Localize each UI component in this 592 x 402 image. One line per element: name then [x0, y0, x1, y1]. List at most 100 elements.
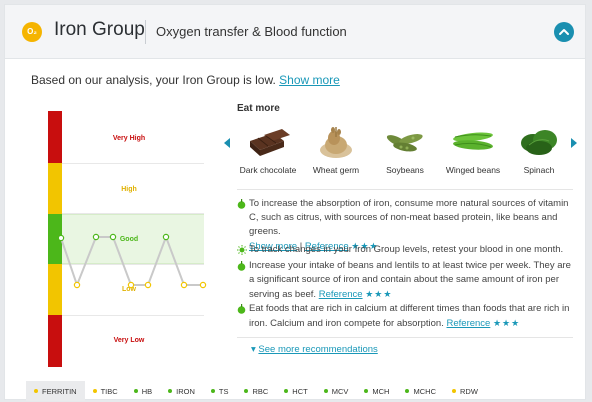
history-point[interactable]: [109, 233, 117, 241]
food-spinach[interactable]: Spinach: [504, 123, 574, 175]
good-range-band: [62, 214, 204, 264]
recommendation-item: Eat foods that are rich in calcium at di…: [237, 302, 573, 331]
card-header: O₂ Iron Group Oxygen transfer & Blood fu…: [5, 5, 585, 59]
apple-icon: [237, 199, 246, 209]
recommendation-item: To increase the absorption of iron, cons…: [237, 197, 573, 254]
recommendation-text: Eat foods that are rich in calcium at di…: [249, 303, 570, 329]
tab-label: TIBC: [100, 386, 118, 396]
sun-icon: [237, 245, 247, 255]
food-dark-chocolate[interactable]: Dark chocolate: [233, 123, 303, 175]
status-dot: [405, 389, 410, 393]
carousel-next-icon[interactable]: [570, 137, 578, 149]
status-dot: [210, 389, 215, 393]
tab-hb[interactable]: HB: [126, 381, 160, 401]
iron-group-card: O₂ Iron Group Oxygen transfer & Blood fu…: [4, 4, 586, 401]
tab-ferritin[interactable]: FERRITIN: [26, 381, 85, 401]
status-dot: [92, 389, 97, 393]
reference-link[interactable]: Reference: [304, 241, 349, 252]
reference-link[interactable]: Reference: [318, 289, 363, 300]
tab-tibc[interactable]: TIBC: [85, 381, 126, 401]
tab-hct[interactable]: HCT: [276, 381, 315, 401]
tab-label: RDW: [459, 386, 478, 396]
tab-ts[interactable]: TS: [203, 381, 237, 401]
food-soybeans[interactable]: Soybeans: [370, 123, 440, 175]
status-dot: [244, 389, 249, 393]
section-divider: [237, 337, 573, 338]
zone-very-high-bar: [48, 111, 62, 163]
carousel-prev-icon[interactable]: [223, 137, 231, 149]
zone-label-good: Good: [119, 236, 139, 243]
zone-label-low: Low: [122, 286, 136, 293]
zone-label-high: High: [121, 186, 137, 193]
history-sparkline: [57, 233, 207, 289]
food-name: Winged beans: [445, 165, 501, 175]
tab-label: IRON: [176, 386, 195, 396]
link-separator: |: [299, 241, 303, 252]
tab-rdw[interactable]: RDW: [444, 381, 486, 401]
tab-label: MCV: [331, 386, 349, 396]
food-name: Soybeans: [386, 165, 424, 175]
food-name: Dark chocolate: [239, 165, 297, 175]
zone-label-very-high: Very High: [112, 135, 146, 142]
history-point[interactable]: [73, 281, 81, 289]
history-point[interactable]: [57, 234, 65, 242]
history-point[interactable]: [199, 281, 207, 289]
recommendation-item: Increase your intake of beans and lentil…: [237, 259, 573, 302]
tab-label: HCT: [292, 386, 308, 396]
zone-very-high-bar-bottom: [48, 315, 62, 367]
food-name: Wheat germ: [312, 165, 360, 175]
history-point[interactable]: [144, 281, 152, 289]
section-divider: [237, 189, 573, 190]
status-dot: [34, 389, 38, 393]
chevron-up-icon: [559, 29, 569, 35]
gauge-gridline: [62, 315, 204, 316]
history-point[interactable]: [162, 233, 170, 241]
gauge-gridline: [62, 163, 204, 164]
status-dot: [284, 389, 289, 393]
gauge-gridline: [62, 264, 204, 265]
zone-good-bar: [48, 214, 62, 264]
eat-more-title: Eat more: [237, 103, 280, 114]
status-dot: [133, 389, 138, 393]
rating-stars: ★★★: [492, 318, 521, 328]
history-point[interactable]: [127, 281, 135, 289]
status-dot: [364, 389, 369, 393]
status-dot: [168, 389, 173, 393]
reference-link[interactable]: Reference: [446, 318, 491, 329]
group-title: Iron Group: [54, 19, 145, 40]
wheat-germ-icon: [320, 127, 352, 158]
recommendation-text: To increase the absorption of iron, cons…: [249, 198, 569, 237]
see-more-label: See more recommendations: [258, 344, 378, 355]
tab-label: MCH: [372, 386, 390, 396]
group-subtitle: Oxygen transfer & Blood function: [156, 24, 347, 39]
tab-mch[interactable]: MCH: [356, 381, 397, 401]
rating-stars: ★★★: [351, 241, 379, 251]
header-divider: [145, 20, 146, 44]
tab-label: TS: [218, 386, 229, 396]
soybeans-icon: [386, 134, 423, 152]
see-more-recommendations-link[interactable]: ▾ See more recommendations: [251, 344, 378, 355]
apple-icon: [237, 304, 246, 314]
biomarker-tabs: FERRITIN TIBC HB IRON TS RBC HCT MCV MCH…: [26, 381, 486, 401]
recommendation-show-more-link[interactable]: Show more: [249, 241, 298, 252]
collapse-button[interactable]: [554, 22, 574, 42]
tab-label: HB: [141, 386, 153, 396]
recommendation-item: To track changes in your Iron Group leve…: [237, 243, 573, 257]
food-winged-beans[interactable]: Winged beans: [438, 123, 508, 175]
spinach-icon: [521, 130, 557, 155]
tab-rbc[interactable]: RBC: [236, 381, 276, 401]
history-point[interactable]: [92, 233, 100, 241]
food-wheat-germ[interactable]: Wheat germ: [301, 123, 371, 175]
tab-mchc[interactable]: MCHC: [397, 381, 444, 401]
tab-mcv[interactable]: MCV: [316, 381, 357, 401]
tab-iron[interactable]: IRON: [160, 381, 203, 401]
apple-icon: [237, 261, 246, 271]
zone-high-bar: [48, 163, 62, 214]
summary-sentence: Based on our analysis, your Iron Group i…: [31, 73, 276, 87]
level-gauge: Very High High Good Low Very Low: [42, 111, 212, 367]
summary-text: Based on our analysis, your Iron Group i…: [31, 73, 340, 87]
history-point[interactable]: [180, 281, 188, 289]
summary-show-more-link[interactable]: Show more: [279, 73, 340, 87]
rating-stars: ★★★: [365, 289, 393, 299]
zone-label-very-low: Very Low: [113, 337, 145, 344]
